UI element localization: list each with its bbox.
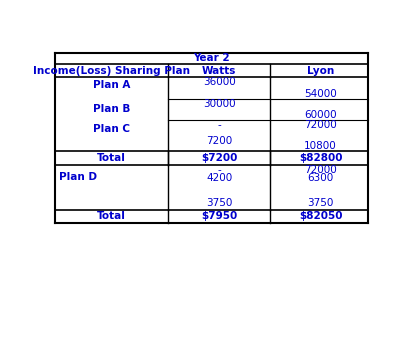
- Text: 6300: 6300: [307, 173, 334, 183]
- Text: 36000: 36000: [203, 77, 236, 87]
- Text: Income(Loss) Sharing Plan: Income(Loss) Sharing Plan: [33, 66, 190, 76]
- Text: 54000: 54000: [304, 89, 337, 99]
- Text: Plan C: Plan C: [93, 124, 130, 134]
- Text: $7200: $7200: [201, 153, 237, 163]
- Text: 60000: 60000: [304, 110, 337, 120]
- Text: 3750: 3750: [307, 198, 334, 208]
- Text: 30000: 30000: [203, 99, 235, 109]
- Text: Total: Total: [97, 153, 126, 163]
- Text: 4200: 4200: [206, 173, 232, 183]
- Text: -: -: [217, 165, 221, 175]
- Text: Total: Total: [97, 211, 126, 221]
- Text: 3750: 3750: [206, 198, 232, 208]
- Text: Plan A: Plan A: [93, 80, 130, 90]
- Text: 7200: 7200: [206, 136, 232, 146]
- Text: 72000: 72000: [304, 120, 337, 130]
- Text: 10800: 10800: [304, 141, 337, 151]
- Text: Watts: Watts: [202, 66, 236, 76]
- Text: Year 2: Year 2: [193, 53, 229, 63]
- Text: $7950: $7950: [201, 211, 237, 221]
- Text: $82800: $82800: [299, 153, 342, 163]
- Text: Plan B: Plan B: [93, 104, 130, 114]
- Text: $82050: $82050: [299, 211, 342, 221]
- Text: 72000: 72000: [304, 165, 337, 175]
- Text: -: -: [217, 120, 221, 130]
- Text: Lyon: Lyon: [307, 66, 334, 76]
- Text: Plan D: Plan D: [59, 172, 98, 182]
